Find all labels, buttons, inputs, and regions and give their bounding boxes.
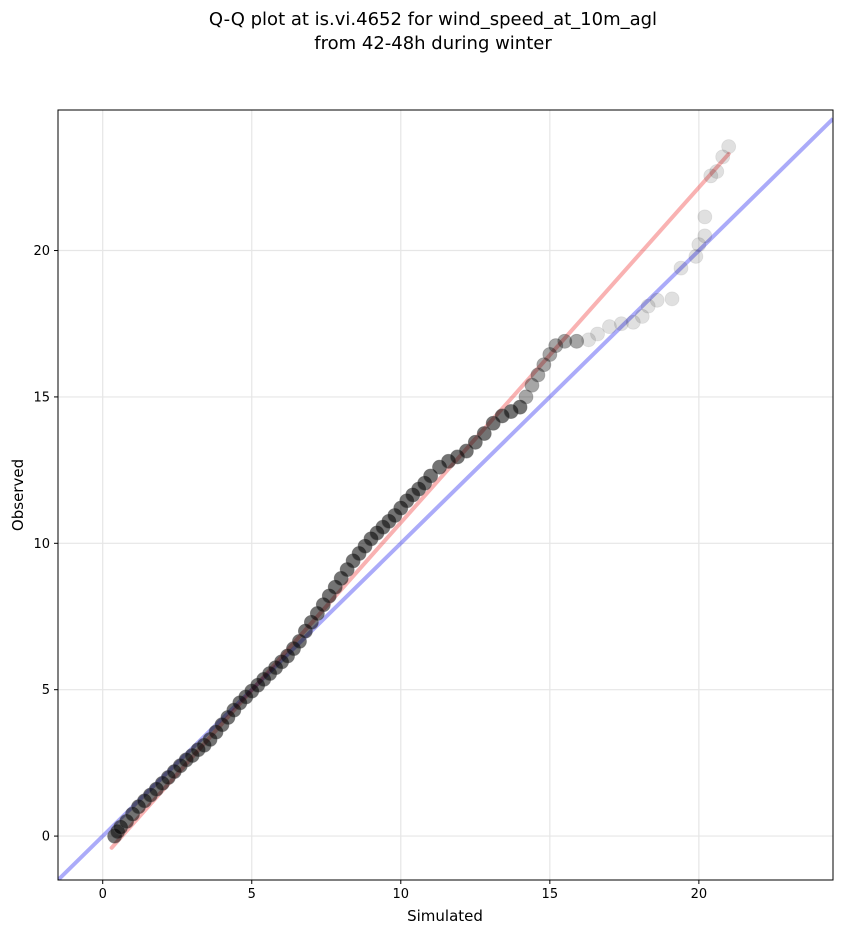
data-point xyxy=(476,426,492,441)
x-tick-label: 10 xyxy=(393,887,410,902)
plot-frame xyxy=(57,109,834,881)
chart-title-line-2: from 42-48h during winter xyxy=(314,33,552,54)
data-point xyxy=(715,149,731,165)
data-point xyxy=(590,326,605,342)
y-tick-label: 0 xyxy=(42,830,50,845)
x-tick-label: 20 xyxy=(691,887,708,902)
data-point xyxy=(542,347,558,362)
data-point xyxy=(625,314,641,330)
plot-area xyxy=(58,117,833,880)
data-point xyxy=(530,367,546,383)
y-tick-label: 5 xyxy=(42,683,50,698)
data-point xyxy=(697,228,713,244)
data-point xyxy=(688,248,704,264)
data-point xyxy=(697,209,713,225)
data-point xyxy=(581,332,596,348)
x-tick-label: 0 xyxy=(99,887,107,902)
x-axis-label: Simulated xyxy=(407,907,483,925)
grid xyxy=(58,110,833,880)
data-point xyxy=(709,164,725,179)
data-point xyxy=(518,389,534,405)
data-point xyxy=(512,399,528,415)
data-point xyxy=(467,434,483,450)
data-point xyxy=(691,237,707,253)
x-tick-label: 5 xyxy=(248,887,256,902)
data-point xyxy=(524,377,540,393)
y-tick-label: 20 xyxy=(33,244,50,259)
x-tick-label: 15 xyxy=(542,887,559,902)
data-point xyxy=(664,291,680,307)
data-point xyxy=(703,168,719,184)
data-point xyxy=(613,316,629,332)
chart-title-line-1: Q-Q plot at is.vi.4652 for wind_speed_at… xyxy=(209,9,657,30)
data-point xyxy=(640,298,656,314)
data-point xyxy=(569,333,585,349)
data-point xyxy=(557,333,573,349)
y-tick-label: 15 xyxy=(33,390,50,405)
y-tick-label: 10 xyxy=(33,537,50,552)
data-point xyxy=(634,309,650,324)
data-point xyxy=(423,468,438,484)
data-point xyxy=(548,338,564,354)
data-point xyxy=(536,357,552,373)
data-point xyxy=(673,260,689,276)
data-point xyxy=(602,319,617,335)
data-point xyxy=(649,292,665,308)
axis-ticks: 0 5 10 15 20 0 5 10 15 20 xyxy=(33,244,707,902)
data-point xyxy=(458,443,474,459)
data-point xyxy=(721,139,737,154)
y-axis-label: Observed xyxy=(9,459,27,531)
